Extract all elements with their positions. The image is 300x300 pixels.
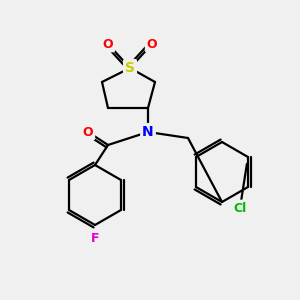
Text: S: S bbox=[125, 61, 135, 75]
Text: F: F bbox=[91, 232, 99, 244]
Text: O: O bbox=[83, 125, 93, 139]
Text: N: N bbox=[142, 125, 154, 139]
Text: Cl: Cl bbox=[233, 202, 247, 214]
Text: O: O bbox=[147, 38, 157, 50]
Text: O: O bbox=[103, 38, 113, 50]
